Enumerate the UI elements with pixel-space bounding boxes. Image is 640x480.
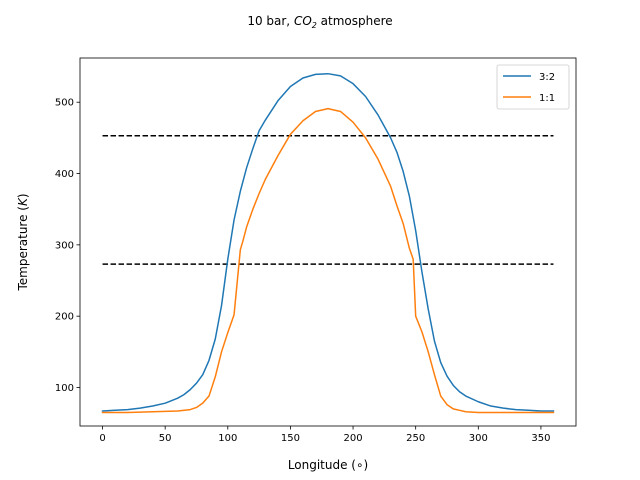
y-axis-label-suffix: ) xyxy=(16,193,30,198)
x-tick-label: 50 xyxy=(159,433,172,444)
legend-frame xyxy=(496,64,570,110)
x-tick-label: 100 xyxy=(218,433,237,444)
plot-area xyxy=(101,72,555,414)
y-tick-label: 500 xyxy=(55,98,74,109)
y-tick-label: 100 xyxy=(55,383,74,394)
x-tick-label: 0 xyxy=(99,433,105,444)
chart-title-suffix: atmosphere xyxy=(317,14,393,28)
legend-label-1-1: 1:1 xyxy=(539,93,555,104)
y-axis-label-unit: K xyxy=(16,197,30,206)
y-tick-label: 300 xyxy=(55,240,74,251)
legend-label-3-2: 3:2 xyxy=(539,72,555,83)
chart-title: 10 bar, CO2 atmosphere xyxy=(247,14,392,30)
y-axis-label: Temperature (K) xyxy=(16,193,30,291)
x-tick-label: 250 xyxy=(406,433,425,444)
axes-frame xyxy=(79,57,577,427)
chart-title-subscript: 2 xyxy=(312,21,317,30)
x-axis-label: Longitude (∘) xyxy=(288,458,368,472)
y-tick-label: 200 xyxy=(55,312,74,323)
x-tick-label: 350 xyxy=(531,433,550,444)
axis-ticks: 0 50 100 150 200 250 300 350 100 200 300 400 500 xyxy=(55,98,551,444)
y-axis-label-prefix: Temperature ( xyxy=(16,206,30,292)
series-line-3-2 xyxy=(101,72,555,412)
chart-title-chem: CO xyxy=(294,14,312,28)
x-tick-label: 200 xyxy=(344,433,363,444)
y-tick-label: 400 xyxy=(55,169,74,180)
x-tick-label: 150 xyxy=(281,433,300,444)
chart-title-prefix: 10 bar, xyxy=(247,14,294,28)
legend: 3:2 1:1 xyxy=(496,64,570,110)
series-line-1-1 xyxy=(101,107,555,414)
x-tick-label: 300 xyxy=(469,433,488,444)
